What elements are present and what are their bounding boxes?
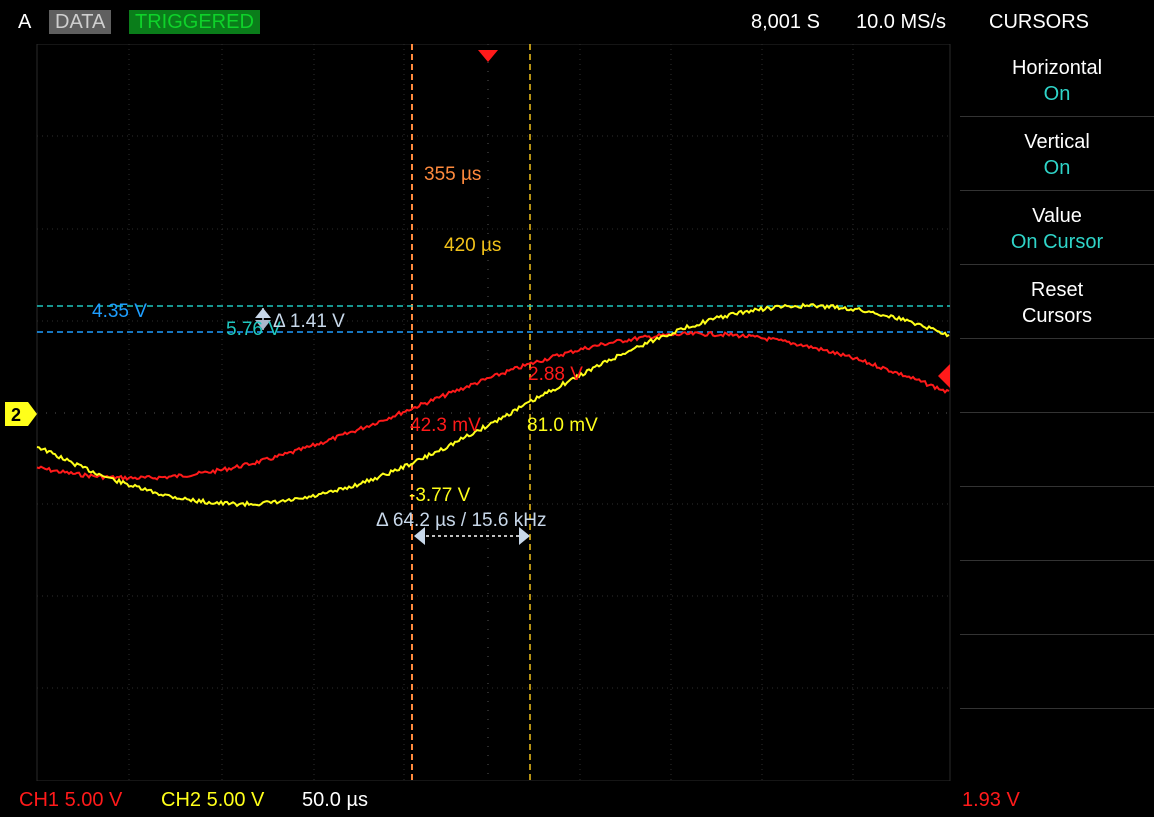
ch2-scale[interactable]: CH2 5.00 V (161, 788, 264, 812)
ch1-cursor-1-value: 42.3 mV (410, 415, 481, 436)
graticule (37, 44, 950, 781)
time-cursor-1-readout: 355 µs (424, 164, 481, 185)
ch2-offset-marker[interactable]: 2 (4, 401, 38, 427)
time-delta-readout: Δ 64.2 µs / 15.6 kHz (376, 510, 546, 531)
menu-item-empty[interactable] (960, 710, 1154, 781)
ch1-cursor-2-value: 2.88 V (528, 364, 583, 385)
trigger-level[interactable]: 1.93 V (962, 788, 1020, 812)
ch1-scale[interactable]: CH1 5.00 V (19, 788, 122, 812)
menu-title: CURSORS (989, 10, 1089, 34)
ch1-waveform (37, 332, 949, 479)
time-cursor-2-readout: 420 µs (444, 235, 501, 256)
menu-item-label: Vertical (960, 129, 1154, 155)
menu-item-vertical[interactable]: Vertical On (960, 118, 1154, 191)
menu-item-reset-cursors[interactable]: Reset Cursors (960, 266, 1154, 339)
trigger-status-badge: TRIGGERED (129, 10, 260, 34)
menu-item-horizontal[interactable]: Horizontal On (960, 44, 1154, 117)
menu-item-empty[interactable] (960, 414, 1154, 487)
sample-count: 8,001 S (751, 10, 820, 34)
menu-item-value[interactable]: Value On Cursor (960, 192, 1154, 265)
menu-item-label: Value (960, 203, 1154, 229)
sample-rate: 10.0 MS/s (856, 10, 946, 34)
menu-item-label: Reset (960, 277, 1154, 303)
menu-item-label-2: Cursors (960, 303, 1154, 329)
status-bar: A DATA TRIGGERED 8,001 S 10.0 MS/s CURSO… (0, 0, 1154, 44)
menu-item-empty[interactable] (960, 636, 1154, 709)
trigger-level-marker[interactable] (938, 364, 950, 388)
ch2-marker-label: 2 (11, 405, 21, 425)
menu-item-value: On (960, 155, 1154, 181)
menu-item-empty[interactable] (960, 562, 1154, 635)
voltage-cursor-1-readout: 4.35 V (92, 301, 147, 322)
menu-item-value: On Cursor (960, 229, 1154, 255)
menu-item-empty[interactable] (960, 340, 1154, 413)
channel-settings-bar: CH1 5.00 V CH2 5.00 V 50.0 µs 1.93 V (0, 781, 1154, 817)
waveform-display[interactable]: 355 µs 420 µs 4.35 V 5.76 V Δ 1.41 V 2.8… (0, 44, 960, 781)
voltage-delta-readout: Δ 1.41 V (273, 311, 345, 332)
menu-item-label: Horizontal (960, 55, 1154, 81)
menu-item-empty[interactable] (960, 488, 1154, 561)
graticule-border (37, 44, 950, 781)
cursor-menu: Horizontal On Vertical On Value On Curso… (960, 44, 1154, 781)
data-badge: DATA (49, 10, 111, 34)
ch2-cursor-1-value: -3.77 V (409, 485, 471, 506)
menu-item-value: On (960, 81, 1154, 107)
ch2-cursor-2-value: 81.0 mV (527, 415, 598, 436)
graticule-center (37, 44, 950, 781)
trigger-position-marker[interactable] (478, 50, 498, 62)
timebase[interactable]: 50.0 µs (302, 788, 368, 812)
channel-indicator: A (18, 10, 31, 34)
